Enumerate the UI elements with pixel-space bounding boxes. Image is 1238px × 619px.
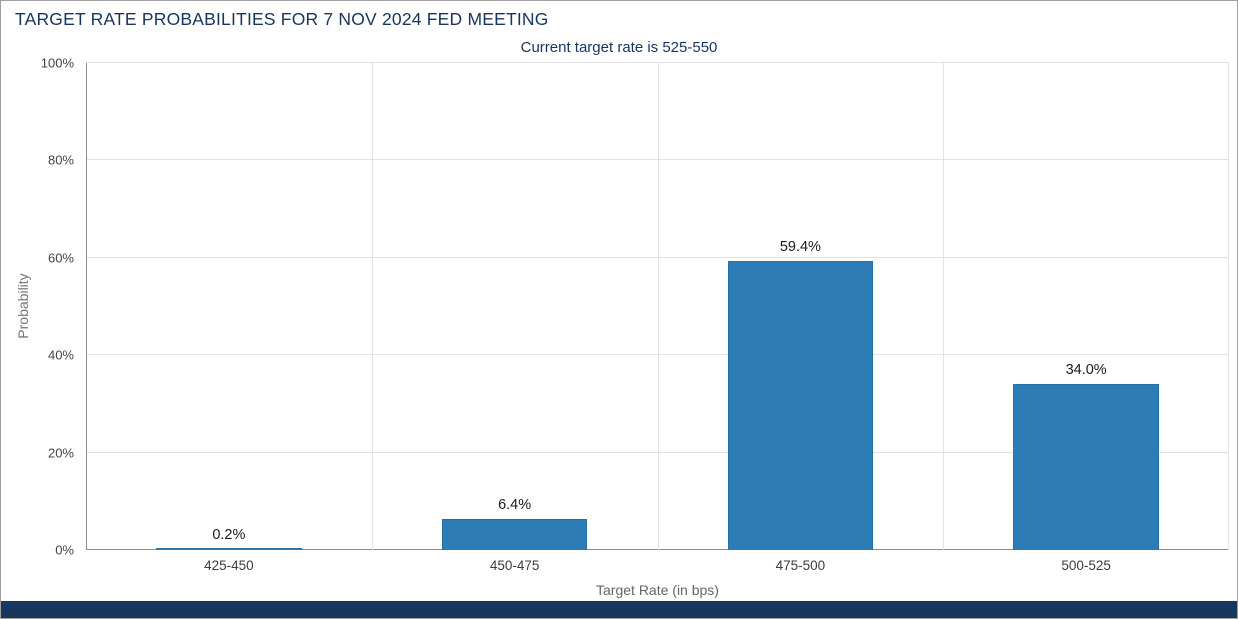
v-gridline — [371, 63, 373, 550]
x-tick-label: 450-475 — [489, 558, 540, 573]
bar-column: 0.2% — [86, 63, 372, 550]
plot-area: 0.2% 6.4% 59.4% 34.0% — [86, 62, 1229, 550]
x-tick-label: 425-450 — [204, 558, 254, 573]
y-tick-label: 80% — [47, 152, 74, 168]
v-gridline — [1228, 63, 1229, 550]
x-axis-title: Target Rate (in bps) — [596, 582, 719, 598]
y-tick-label: 0% — [55, 542, 74, 558]
y-tick-label: 40% — [47, 347, 74, 363]
bar-value-label: 0.2% — [212, 527, 246, 544]
bars: 0.2% 6.4% 59.4% 34.0% — [86, 63, 1229, 550]
bar-value-label: 34.0% — [1065, 362, 1107, 379]
y-tick-label: 20% — [47, 445, 74, 461]
chart-subtitle: Current target rate is 525-550 — [520, 39, 718, 56]
bar-column: 6.4% — [372, 63, 658, 550]
bar-500-525[interactable] — [1013, 384, 1159, 550]
y-axis-ticks: 0% 20% 40% 60% 80% 100% — [1, 56, 80, 558]
footer-bar — [1, 601, 1237, 618]
bar-425-450[interactable] — [156, 548, 302, 550]
bar-450-475[interactable] — [441, 518, 588, 550]
v-gridline — [943, 63, 945, 550]
h-gridline — [86, 62, 1229, 63]
x-axis-ticks: 425-450 450-475 475-500 500-525 — [86, 558, 1229, 573]
y-tick-label: 60% — [47, 250, 74, 266]
bar-column: 59.4% — [658, 63, 944, 550]
bar-column: 34.0% — [943, 63, 1229, 550]
y-axis-line — [86, 63, 87, 550]
x-tick-label: 500-525 — [1061, 558, 1111, 573]
bar-value-label: 6.4% — [498, 496, 532, 513]
x-tick-label: 475-500 — [775, 558, 826, 573]
y-tick-label: 100% — [40, 55, 74, 71]
bar-475-500[interactable] — [727, 260, 874, 550]
bar-value-label: 59.4% — [779, 238, 821, 255]
v-gridline — [657, 63, 659, 550]
chart-title: TARGET RATE PROBABILITIES FOR 7 NOV 2024… — [15, 9, 549, 29]
